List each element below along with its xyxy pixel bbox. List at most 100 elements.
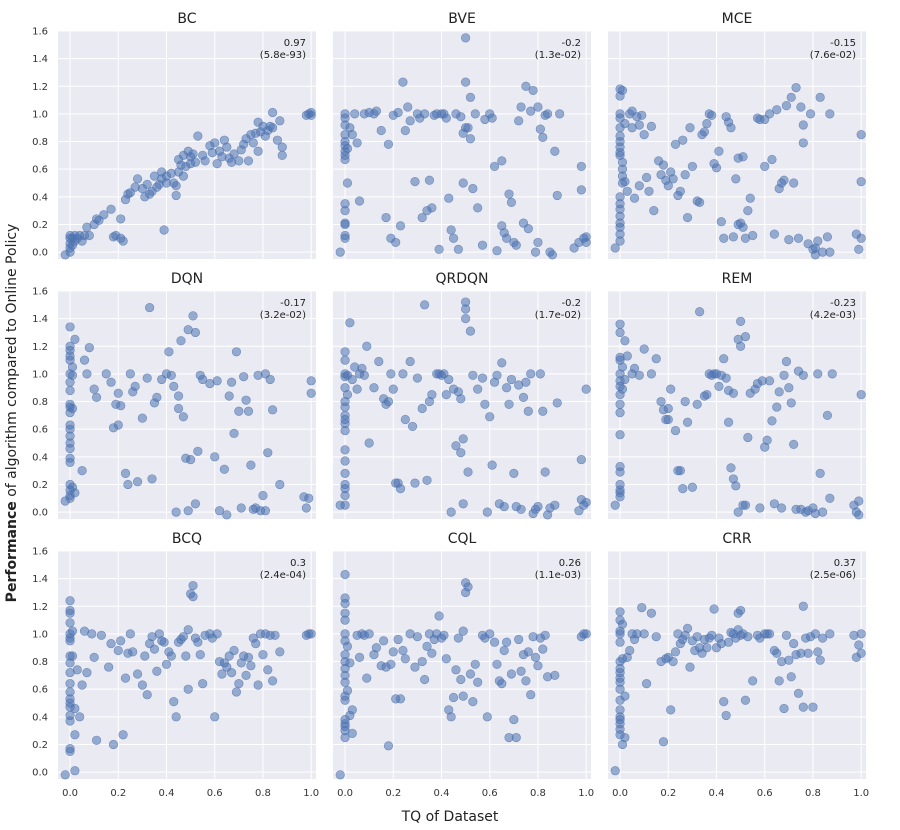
scatter-point <box>441 113 451 123</box>
scatter-point <box>458 434 468 444</box>
scatter-point <box>550 146 560 156</box>
scatter-point <box>193 637 203 647</box>
scatter-point <box>743 206 753 216</box>
scatter-point <box>458 691 468 701</box>
scatter-point <box>186 454 196 465</box>
scatter-point <box>407 421 418 432</box>
scatter-point <box>198 679 208 689</box>
scatter-point <box>441 654 451 664</box>
scatter-point <box>856 629 866 639</box>
scatter-point <box>634 120 644 130</box>
scatter-point <box>516 504 526 514</box>
scatter-point <box>379 636 389 646</box>
scatter-point <box>615 684 625 694</box>
scatter-point <box>113 645 123 656</box>
scatter-point <box>453 633 463 643</box>
scatter-point <box>784 655 794 665</box>
scatter-point <box>699 127 710 137</box>
x-tick-label: 0.6 <box>482 788 498 799</box>
scatter-point <box>620 691 630 701</box>
scatter-point <box>212 376 222 386</box>
scatter-point <box>159 637 169 647</box>
scatter-point <box>340 355 350 365</box>
scatter-point <box>745 193 755 203</box>
scatter-point <box>767 154 777 165</box>
scatter-point <box>65 618 75 628</box>
y-tick-label: 0.8 <box>32 397 48 408</box>
scatter-point <box>736 605 746 616</box>
scatter-point <box>668 656 678 667</box>
scatter-point <box>340 468 350 479</box>
scatter-point <box>779 370 789 380</box>
scatter-point <box>641 172 652 183</box>
scatter-point <box>796 102 806 112</box>
scatter-point <box>719 697 729 707</box>
scatter-point <box>675 466 685 476</box>
scatter-point <box>692 399 702 409</box>
scatter-point <box>711 163 722 173</box>
scatter-point <box>465 134 476 144</box>
scatter-point <box>856 177 866 187</box>
scatter-point <box>468 183 478 194</box>
scatter-point <box>497 156 507 166</box>
scatter-point <box>487 113 497 123</box>
scatter-point <box>817 507 828 517</box>
scatter-point <box>516 102 526 112</box>
x-tick-label: 0.2 <box>385 788 401 799</box>
scatter-point <box>617 384 628 394</box>
scatter-point <box>96 630 107 640</box>
scatter-point <box>176 336 186 346</box>
scatter-point <box>65 457 75 467</box>
scatter-point <box>106 204 116 214</box>
scatter-point <box>67 651 78 661</box>
scatter-point <box>342 685 353 696</box>
scatter-point <box>822 410 833 420</box>
scatter-point <box>354 196 365 206</box>
scatter-point <box>480 399 490 409</box>
x-tick-label: 0.6 <box>757 788 773 799</box>
scatter-point <box>340 569 350 580</box>
scatter-point <box>576 185 586 195</box>
scatter-point <box>521 81 531 91</box>
scatter-point <box>72 665 82 675</box>
scatter-point <box>253 680 263 690</box>
scatter-point <box>682 623 693 633</box>
scatter-point <box>444 374 454 385</box>
scatter-point <box>383 396 394 407</box>
scatter-point <box>721 710 731 721</box>
scatter-point <box>398 369 408 379</box>
scatter-point <box>116 401 126 411</box>
correlation-value: 0.37 <box>834 558 856 569</box>
scatter-point <box>550 670 560 680</box>
scatter-point <box>441 390 451 400</box>
y-tick-label: 0.0 <box>32 248 48 259</box>
scatter-point <box>108 739 119 750</box>
scatter-point <box>615 467 625 477</box>
scatter-point <box>668 174 678 184</box>
scatter-point <box>504 189 514 199</box>
y-tick-label: 1.2 <box>32 82 48 93</box>
scatter-point <box>398 645 408 656</box>
scatter-point <box>518 392 529 403</box>
scatter-point <box>497 358 507 368</box>
p-value: (1.7e-02) <box>535 310 581 321</box>
scatter-point <box>347 130 357 140</box>
x-tick-label: 1.0 <box>303 788 319 799</box>
scatter-point <box>663 403 673 414</box>
scatter-point <box>263 665 273 675</box>
scatter-point <box>267 107 278 118</box>
scatter-point <box>149 644 160 654</box>
p-value: (5.8e-93) <box>260 50 306 61</box>
x-tick-label: 0.0 <box>337 788 353 799</box>
scatter-point <box>685 123 695 133</box>
scatter-point <box>610 766 620 776</box>
scatter-point <box>808 702 818 712</box>
scatter-point <box>620 118 630 129</box>
scatter-point <box>403 102 413 112</box>
scatter-point <box>125 369 135 379</box>
correlation-value: 0.3 <box>290 558 306 569</box>
scatter-point <box>721 373 731 383</box>
y-tick-label: 1.4 <box>32 314 48 325</box>
y-tick-label: 0.4 <box>32 452 48 463</box>
scatter-point <box>817 633 828 643</box>
